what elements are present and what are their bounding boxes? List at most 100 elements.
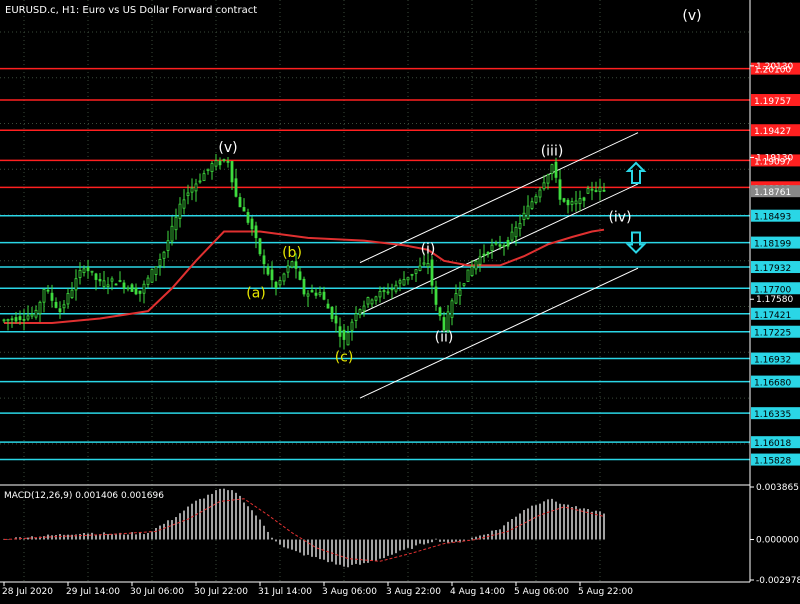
candle: [254, 221, 258, 249]
candle-body: [502, 245, 506, 247]
time-label: 30 Jul 06:00: [130, 587, 184, 597]
channel-middle-line[interactable]: [359, 183, 639, 315]
current-price-label: 1.18761: [754, 188, 791, 198]
candle: [470, 260, 474, 277]
cyan-level-price-label: 1.17421: [754, 311, 791, 321]
candle-body: [358, 309, 362, 316]
time-label: 4 Aug 14:00: [450, 587, 505, 597]
candle: [302, 276, 306, 297]
channel-upper-line[interactable]: [359, 132, 639, 264]
candle: [382, 286, 386, 300]
candle-body: [170, 225, 174, 242]
candle-body: [58, 308, 62, 313]
candle-body: [86, 267, 90, 272]
candle-body: [38, 301, 42, 314]
candle: [278, 276, 282, 289]
candle-body: [234, 178, 238, 197]
candle-body: [186, 192, 190, 197]
horizontal-levels[interactable]: [0, 67, 750, 461]
candle: [2, 318, 6, 324]
candle: [62, 299, 66, 314]
cyan-level-price-box: [751, 261, 800, 274]
candle: [590, 181, 594, 201]
candle: [266, 263, 270, 276]
candle-body: [246, 212, 250, 223]
candle-body: [210, 163, 214, 173]
candle: [390, 283, 394, 299]
candle-body: [70, 289, 74, 299]
candle-body: [538, 189, 542, 198]
candle: [510, 223, 514, 243]
time-axis-labels: 28 Jul 2020 29 Jul 14:00 30 Jul 06:00 30 Ju…: [2, 582, 633, 597]
candle: [482, 244, 486, 263]
candle: [198, 173, 202, 184]
cyan-level-price-label: 1.18199: [754, 240, 791, 250]
candle: [578, 190, 582, 212]
time-label: 28 Jul 2020: [2, 587, 53, 597]
cyan-level-price-box: [751, 307, 800, 320]
candle: [598, 178, 602, 201]
candle-body: [62, 304, 66, 309]
candle: [250, 216, 254, 236]
wave-label: (a): [246, 285, 266, 301]
candle: [242, 198, 246, 212]
candle: [406, 277, 410, 285]
wave-label: (v): [682, 8, 701, 24]
candle-body: [222, 159, 226, 162]
red-level-price-label: 1.20100: [754, 66, 791, 76]
candle: [74, 269, 78, 301]
price-tick-label: 1.20130: [756, 62, 793, 72]
candle-body: [54, 301, 58, 308]
candle: [434, 280, 438, 311]
time-label: 29 Jul 14:00: [66, 587, 120, 597]
candle-body: [346, 332, 350, 346]
red-level-price-box: [751, 94, 800, 107]
candle-body: [18, 316, 22, 320]
arrow-objects[interactable]: [625, 161, 647, 254]
candle: [354, 306, 358, 329]
candle-body: [486, 252, 490, 255]
arrow-up-icon[interactable]: [625, 161, 647, 184]
candle: [350, 318, 354, 341]
candle: [86, 259, 90, 279]
candle-body: [402, 279, 406, 286]
candle: [142, 280, 146, 304]
candle: [210, 161, 214, 180]
candle: [362, 300, 366, 317]
trend-channel[interactable]: [359, 132, 639, 399]
candle-body: [266, 266, 270, 275]
candle: [214, 154, 218, 171]
wave-label: (v): [218, 140, 237, 156]
candle: [430, 255, 434, 294]
candle-body: [570, 201, 574, 205]
candle-body: [566, 199, 570, 206]
candle: [310, 284, 314, 293]
arrow-down-icon[interactable]: [625, 231, 647, 254]
candle-body: [110, 278, 114, 282]
channel-lower-line[interactable]: [359, 267, 639, 399]
candle-body: [522, 212, 526, 220]
candle-body: [262, 255, 266, 265]
candle-body: [154, 266, 158, 275]
candle-body: [466, 269, 470, 282]
cyan-level-price-box: [751, 209, 800, 222]
candle-body: [410, 273, 414, 276]
macd-tick-label: 0.000000: [756, 536, 799, 546]
candle-body: [14, 317, 18, 322]
candle: [506, 236, 510, 250]
cyan-level-price-label: 1.16680: [754, 379, 791, 389]
candle-body: [470, 266, 474, 277]
candle: [334, 305, 338, 333]
wave-label: (b): [282, 245, 302, 261]
candle-body: [326, 303, 330, 309]
candle: [162, 250, 166, 269]
candle: [414, 269, 418, 283]
cyan-level-price-label: 1.17932: [754, 264, 791, 274]
candle-body: [286, 265, 290, 273]
red-level-price-label: 1.19757: [754, 97, 791, 107]
candle: [170, 216, 174, 246]
candle: [494, 240, 498, 246]
candle: [306, 290, 310, 307]
